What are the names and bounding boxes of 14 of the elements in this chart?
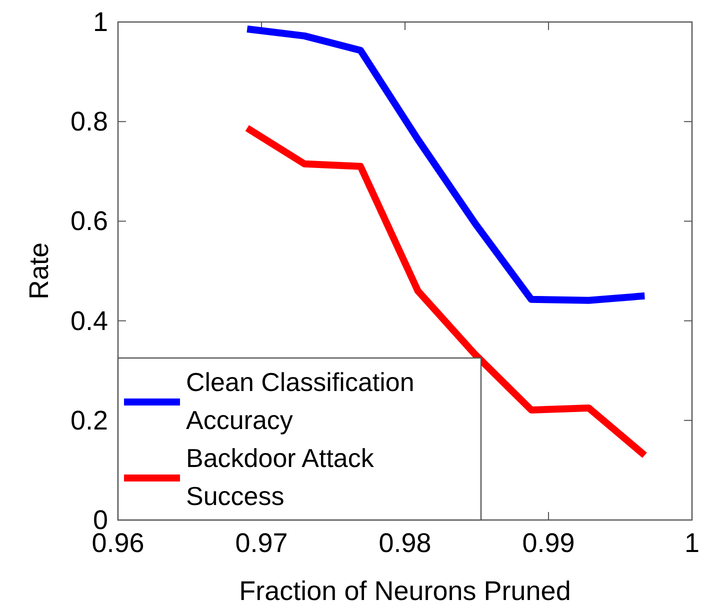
x-tick-label: 0.98 bbox=[378, 528, 432, 558]
y-tick-label: 0.6 bbox=[70, 206, 108, 236]
legend-label: Clean Classification Accuracy bbox=[186, 367, 414, 435]
legend-label: Backdoor Attack Success bbox=[186, 443, 375, 511]
y-tick-label: 0.4 bbox=[70, 306, 108, 336]
x-tick-label: 1 bbox=[684, 528, 700, 558]
x-tick-label: 0.99 bbox=[522, 528, 575, 558]
y-tick-label: 0.2 bbox=[70, 405, 108, 436]
y-axis-title: Rate bbox=[24, 242, 54, 300]
x-axis-title: Fraction of Neurons Pruned bbox=[239, 576, 571, 606]
x-tick-label: 0.97 bbox=[235, 528, 288, 558]
y-tick-label: 1 bbox=[92, 7, 108, 37]
x-tick-label: 0.96 bbox=[92, 528, 144, 558]
y-tick-label: 0.8 bbox=[70, 106, 108, 137]
